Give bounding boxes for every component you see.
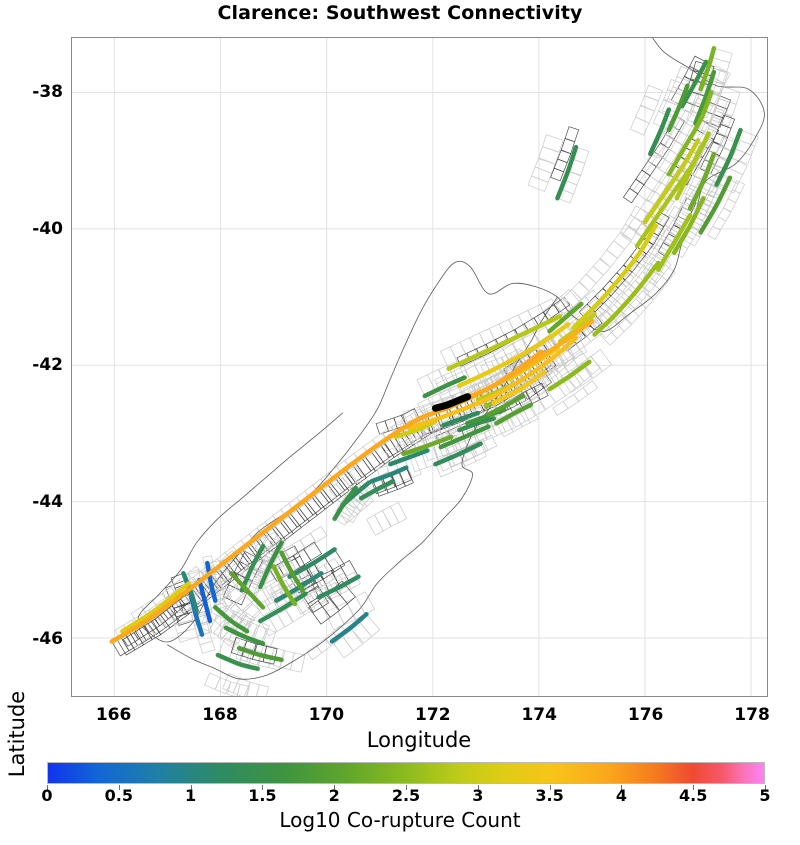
colorbar-tick-label: 3: [472, 786, 484, 805]
colorbar-tick-mark: [477, 785, 479, 790]
x-tick-label: 176: [627, 705, 664, 725]
colorbar-tick-label: 4.5: [679, 786, 708, 805]
colorbar-tick-mark: [262, 785, 264, 790]
colorbar-tick-mark: [47, 785, 48, 790]
colorbar-tick-label: 0.5: [104, 786, 133, 805]
colorbar-tick-label: 1: [185, 786, 197, 805]
colorbar-tick-label: 0: [41, 786, 53, 805]
y-tick-label: -38: [32, 81, 63, 102]
colorbar-tick-mark: [621, 785, 623, 790]
map-plot-area[interactable]: [71, 37, 768, 697]
x-tick-label: 170: [308, 705, 345, 725]
x-tick-label: 174: [521, 705, 557, 725]
y-tick-label: -44: [32, 492, 63, 513]
colorbar-tick-mark: [118, 785, 120, 790]
x-axis-label: Longitude: [366, 728, 472, 752]
colorbar-tick-label: 3.5: [535, 786, 564, 805]
colorbar[interactable]: 0 0.5 1 1.5 2 2.5 3 3.5 4 4.5 5: [41, 762, 771, 805]
y-tick-label: -40: [32, 218, 63, 239]
fault-polygons: [111, 47, 759, 696]
colorbar-tick-label: 2: [328, 786, 340, 805]
colorbar-tick-mark: [693, 785, 695, 790]
colorbar-tick-mark: [406, 785, 407, 790]
source-fault-clarence: [431, 393, 472, 412]
x-tick-label: 172: [415, 705, 451, 725]
colorbar-tick-mark: [190, 785, 192, 790]
colorbar-tick-mark: [549, 785, 551, 790]
colorbar-tick-label: 5: [759, 786, 771, 805]
colorbar-label: Log10 Co-rupture Count: [279, 808, 521, 832]
x-tick-label: 168: [202, 705, 238, 725]
map-svg: [72, 38, 767, 696]
colorbar-tick-label: 1.5: [248, 786, 277, 805]
colorbar-tick-label: 2.5: [391, 786, 421, 805]
colorbar-tick-mark: [765, 785, 766, 790]
x-tick-label: 178: [734, 705, 770, 725]
colorbar-tick-label: 4: [615, 786, 627, 805]
fault-traces: [109, 45, 743, 671]
colorbar-gradient: [47, 762, 765, 784]
page-title: Clarence: Southwest Connectivity: [217, 2, 583, 24]
y-axis-label: Latitude: [5, 690, 29, 778]
x-tick-label: 166: [95, 705, 132, 725]
colorbar-tick-mark: [334, 785, 336, 790]
y-tick-label: -42: [32, 355, 63, 376]
y-tick-label: -46: [32, 628, 63, 649]
